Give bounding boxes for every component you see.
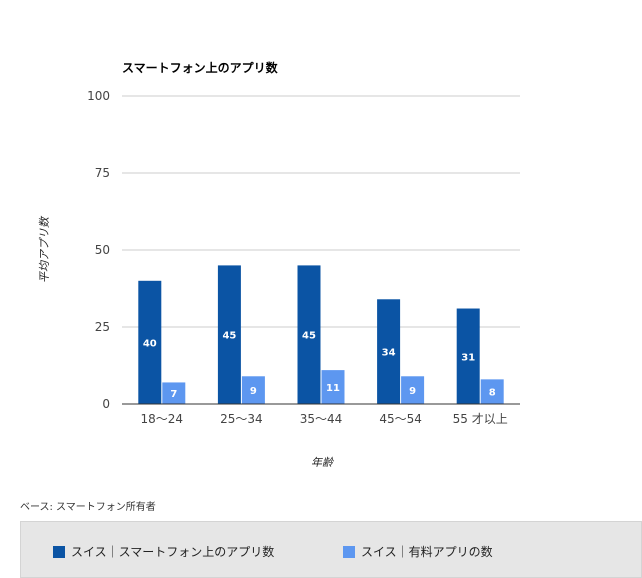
bar (162, 382, 186, 404)
chart-title: スマートフォン上のアプリ数 (122, 60, 279, 75)
x-tick-label: 25～34 (220, 412, 263, 426)
bar (377, 299, 401, 404)
data-label: 31 (461, 352, 475, 363)
y-tick-label: 75 (95, 166, 110, 180)
x-tick-label: 45～54 (379, 412, 422, 426)
x-tick-label: 18～24 (141, 412, 184, 426)
bar (480, 379, 504, 404)
data-label: 9 (250, 386, 257, 397)
bar (321, 370, 345, 404)
bar (456, 308, 480, 404)
y-axis-ticks: 0 25 50 75 100 (87, 89, 110, 411)
x-axis-ticks: 18～24 25～34 35～44 45～54 55 才以上 (141, 412, 508, 426)
data-label: 8 (489, 388, 496, 399)
bar (401, 376, 425, 404)
legend-swatch (53, 545, 65, 558)
legend: スイス｜スマートフォン上のアプリ数 スイス｜有料アプリの数 (20, 521, 642, 578)
y-tick-label: 25 (95, 320, 110, 334)
x-tick-label: 55 才以上 (453, 412, 508, 426)
data-label: 45 (302, 331, 316, 342)
legend-swatch (343, 545, 355, 558)
gridlines (122, 95, 520, 328)
x-tick-label: 35～44 (300, 412, 343, 426)
y-tick-label: 50 (95, 243, 110, 257)
bars: 40 7 45 9 45 11 34 9 31 8 (138, 265, 504, 404)
bar (217, 265, 241, 404)
bar (297, 265, 321, 404)
bar-chart: スマートフォン上のアプリ数 0 25 50 75 100 40 7 45 9 45 11 34 9 31… (38, 60, 520, 469)
y-axis-label: 平均アプリ数 (38, 215, 51, 283)
x-axis-label: 年齢 (311, 456, 334, 469)
legend-item-paid-apps: スイス｜有料アプリの数 (343, 543, 493, 560)
data-label: 11 (326, 383, 340, 394)
source-note: ベース: スマートフォン所有者 (20, 502, 156, 513)
y-tick-label: 100 (87, 89, 110, 103)
data-label: 7 (170, 389, 177, 400)
legend-label: スイス｜スマートフォン上のアプリ数 (71, 545, 275, 559)
bar (241, 376, 265, 404)
legend-label: スイス｜有料アプリの数 (361, 545, 493, 559)
data-label: 34 (382, 348, 396, 359)
data-label: 9 (409, 386, 416, 397)
y-tick-label: 0 (102, 397, 110, 411)
legend-item-apps-on-phone: スイス｜スマートフォン上のアプリ数 (53, 543, 274, 560)
data-label: 45 (222, 331, 236, 342)
data-label: 40 (143, 338, 157, 349)
bar (138, 280, 162, 404)
